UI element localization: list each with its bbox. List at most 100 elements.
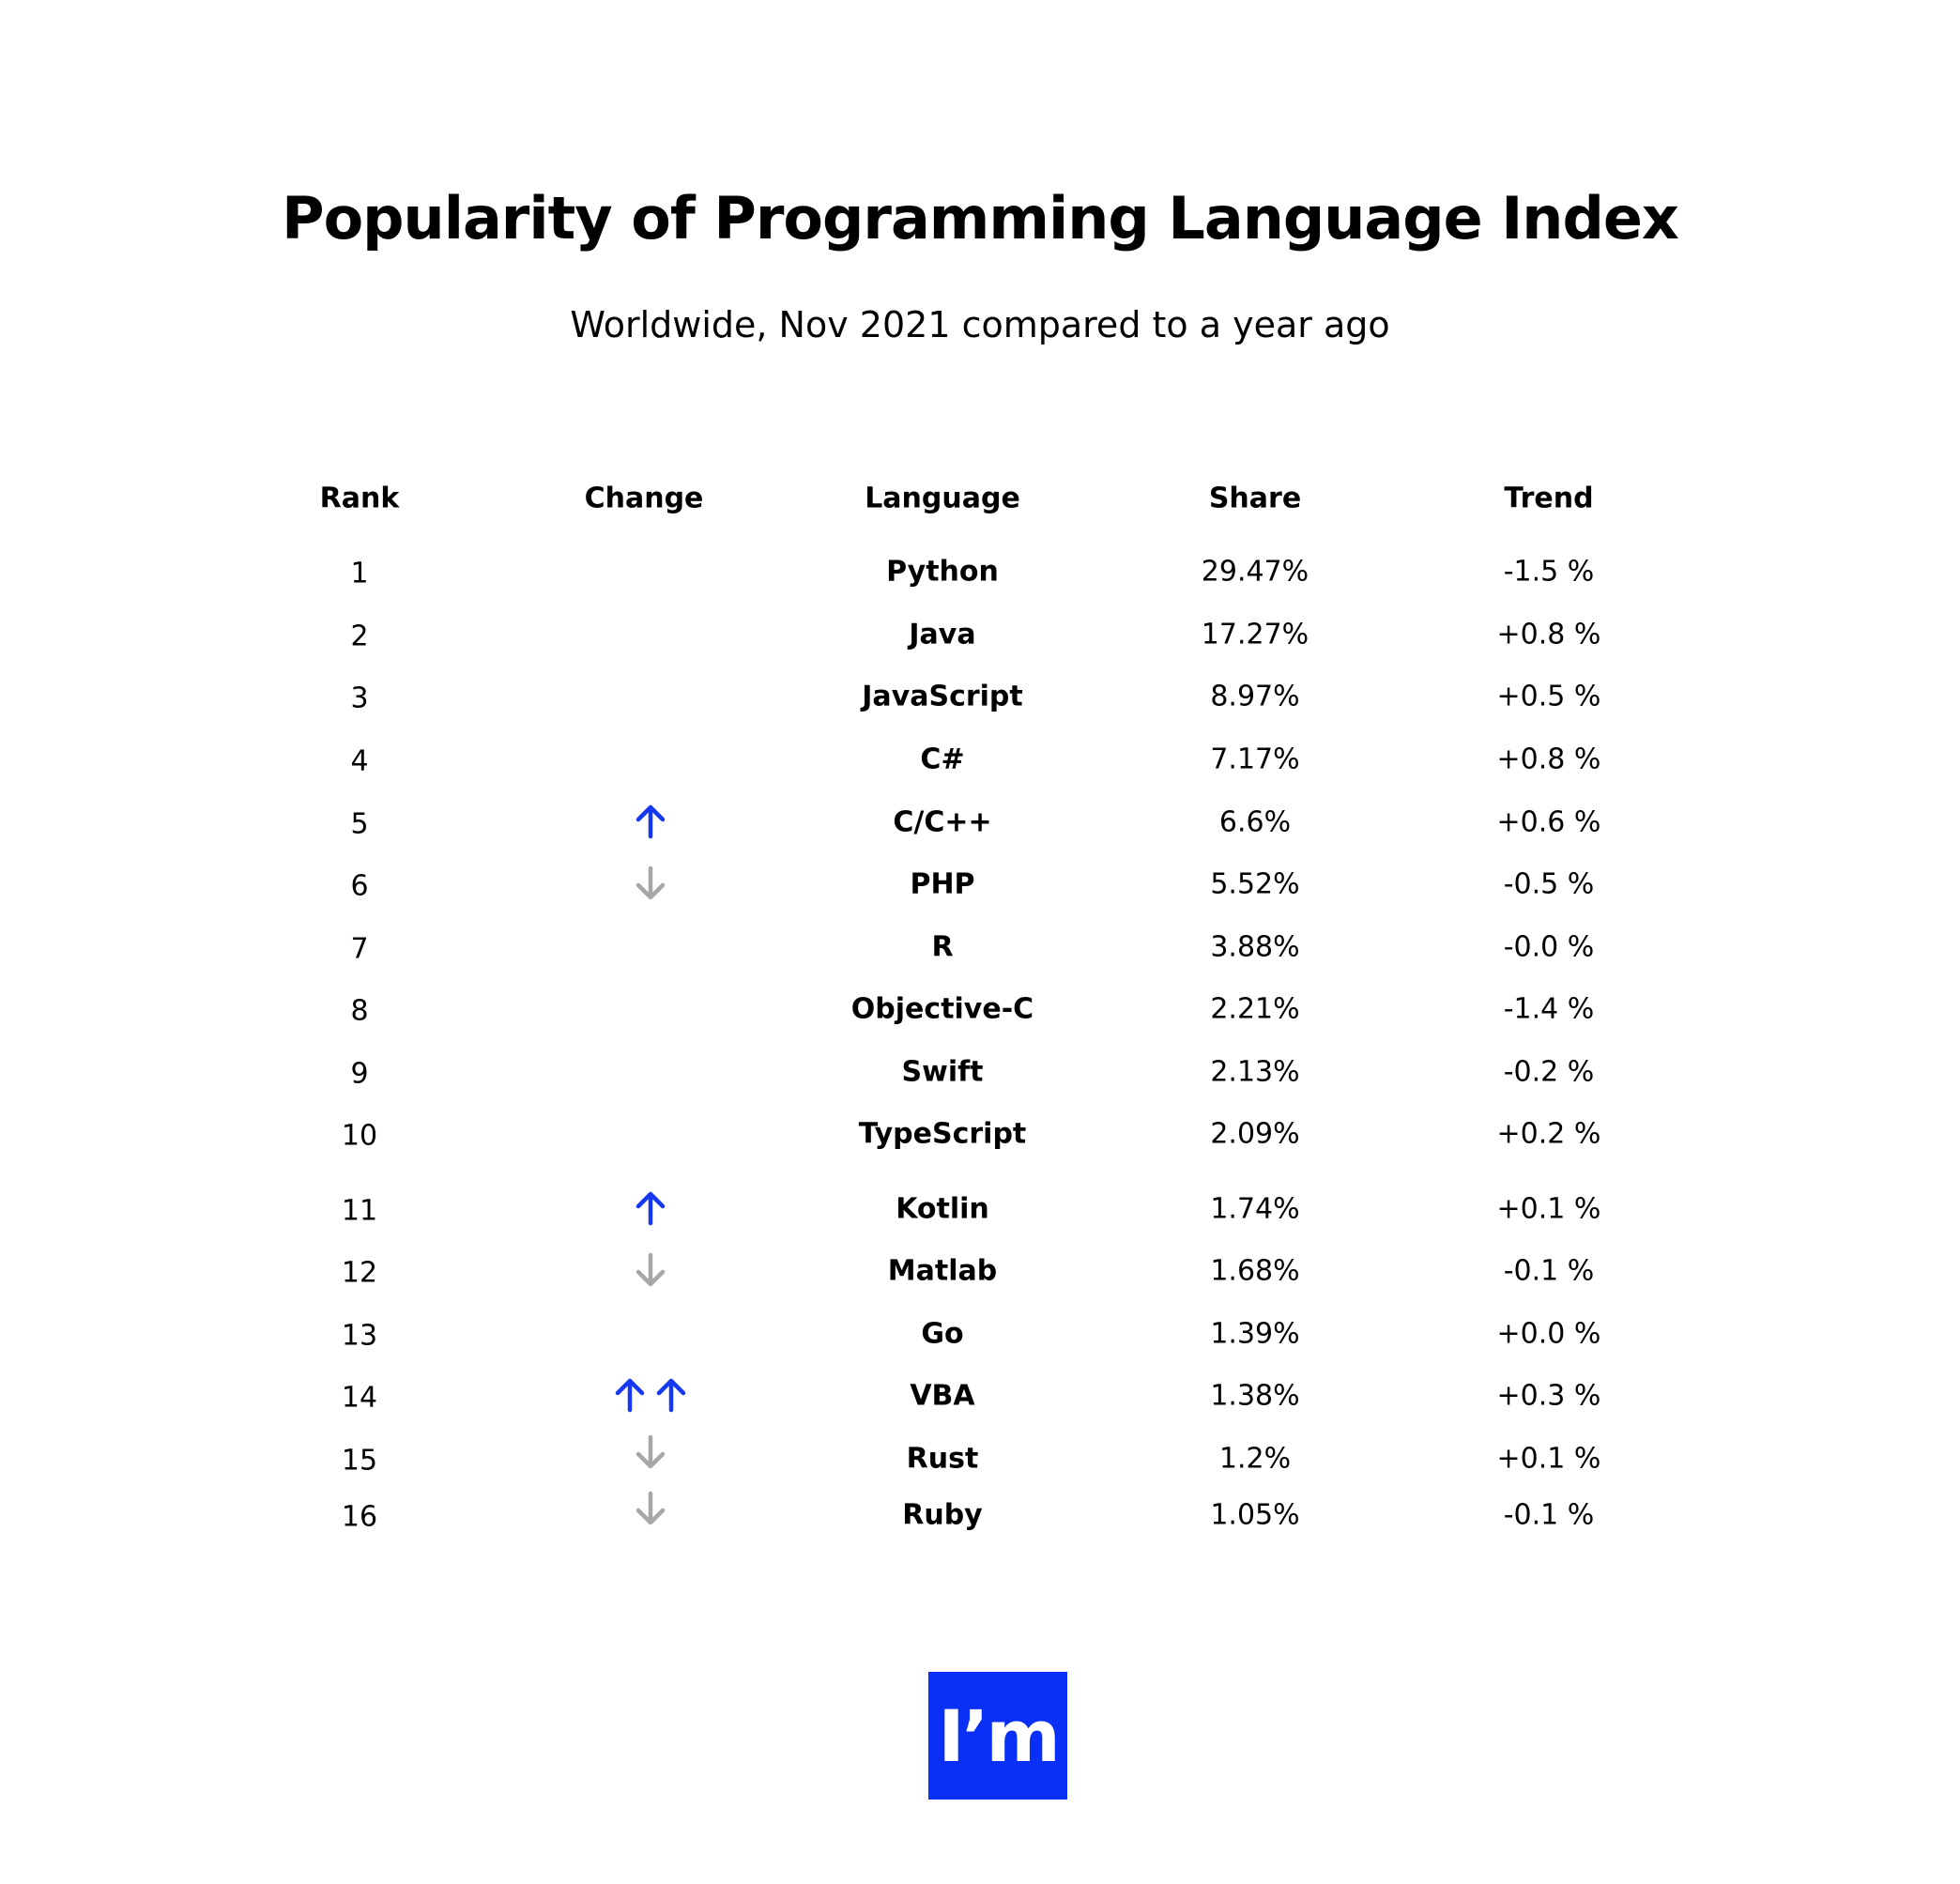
trend-cell: +0.0 % [1497, 1318, 1601, 1351]
arrow-up-icon [635, 804, 666, 839]
brand-logo-text: I’m [938, 1693, 1060, 1778]
table-row: 13 Go 1.39% +0.0 % [342, 1318, 1601, 1353]
arrow-down-icon [635, 1491, 666, 1525]
share-cell: 29.47% [1202, 556, 1309, 589]
trend-cell: -1.4 % [1504, 993, 1595, 1026]
rank-cell: 1 [350, 558, 368, 590]
rank-cell: 16 [342, 1501, 377, 1534]
rank-cell: 8 [350, 995, 368, 1028]
share-cell: 7.17% [1210, 743, 1299, 776]
table-row: 6 PHP 5.52% -0.5 % [350, 865, 1595, 903]
trend-cell: -0.1 % [1504, 1255, 1595, 1288]
brand-logo: I’m [928, 1672, 1067, 1800]
share-cell: 1.2% [1219, 1443, 1291, 1476]
table-row: 4 C# 7.17% +0.8 % [350, 743, 1600, 778]
table-row: 5 C/C++ 6.6% +0.6 % [350, 804, 1601, 841]
column-header-trend: Trend [1504, 482, 1593, 515]
trend-cell: -0.2 % [1504, 1056, 1595, 1089]
rank-cell: 11 [342, 1195, 377, 1228]
table-row: 14 VBA 1.38% +0.3 % [342, 1378, 1601, 1415]
arrow-down-icon [635, 1434, 666, 1469]
arrow-down-icon [635, 865, 666, 900]
rank-cell: 7 [350, 933, 368, 966]
trend-cell: +0.8 % [1497, 743, 1601, 776]
language-cell: Go [921, 1318, 963, 1351]
rank-cell: 13 [342, 1320, 377, 1353]
table-row: 3 JavaScript 8.97% +0.5 % [350, 681, 1600, 715]
column-header-change: Change [585, 482, 704, 515]
share-cell: 2.13% [1210, 1056, 1299, 1089]
table-row: 16 Ruby 1.05% -0.1 % [342, 1491, 1595, 1534]
rank-cell: 2 [350, 620, 368, 653]
language-cell: PHP [910, 868, 974, 901]
share-cell: 3.88% [1210, 931, 1299, 964]
trend-cell: +0.5 % [1497, 681, 1601, 713]
table-row: 7 R 3.88% -0.0 % [350, 931, 1594, 966]
language-cell: Kotlin [896, 1193, 989, 1226]
language-cell: Swift [902, 1056, 984, 1089]
table-row: 2 Java 17.27% +0.8 % [350, 619, 1600, 653]
trend-cell: +0.2 % [1497, 1118, 1601, 1151]
table-row: 10 TypeScript 2.09% +0.2 % [342, 1118, 1601, 1153]
rank-cell: 12 [342, 1257, 377, 1290]
rank-cell: 6 [350, 870, 368, 903]
language-cell: Objective-C [851, 993, 1034, 1026]
language-cell: TypeScript [859, 1118, 1027, 1151]
rank-cell: 3 [350, 682, 368, 715]
table-row: 1 Python 29.47% -1.5 % [350, 556, 1594, 590]
share-cell: 2.09% [1210, 1118, 1299, 1151]
arrow-up-icon [656, 1378, 686, 1413]
table-row: 15 Rust 1.2% +0.1 % [342, 1434, 1601, 1478]
share-cell: 17.27% [1202, 619, 1309, 651]
table-row: 9 Swift 2.13% -0.2 % [350, 1056, 1594, 1091]
language-cell: VBA [910, 1380, 975, 1413]
arrow-up-icon [635, 1191, 666, 1226]
table-body: 1 Python 29.47% -1.5 % 2 Java 17.27% +0.8 % 3 Jav… [342, 556, 1601, 1534]
share-cell: 8.97% [1210, 681, 1299, 713]
rank-cell: 10 [342, 1120, 377, 1153]
trend-cell: -0.1 % [1504, 1499, 1595, 1532]
share-cell: 5.52% [1210, 868, 1299, 901]
trend-cell: -0.5 % [1504, 868, 1595, 901]
rank-cell: 4 [350, 745, 368, 778]
chart-subtitle: Worldwide, Nov 2021 compared to a year a… [570, 304, 1390, 345]
language-cell: Matlab [888, 1255, 997, 1288]
table-row: 8 Objective-C 2.21% -1.4 % [350, 993, 1594, 1028]
share-cell: 6.6% [1219, 806, 1291, 839]
table-row: 12 Matlab 1.68% -0.1 % [342, 1252, 1595, 1290]
arrow-down-icon [635, 1252, 666, 1287]
share-cell: 1.74% [1210, 1193, 1299, 1226]
rank-cell: 5 [350, 808, 368, 841]
column-header-share: Share [1209, 482, 1301, 515]
share-cell: 1.68% [1210, 1255, 1299, 1288]
trend-cell: +0.6 % [1497, 806, 1601, 839]
arrow-up-icon [615, 1378, 645, 1413]
language-cell: C/C++ [893, 806, 991, 839]
column-header-rank: Rank [320, 482, 401, 515]
trend-cell: +0.1 % [1497, 1443, 1601, 1476]
share-cell: 2.21% [1210, 993, 1299, 1026]
table-header-row: Rank Change Language Share Trend [320, 482, 1594, 515]
chart-title: Popularity of Programming Language Index [282, 184, 1679, 253]
table-row: 11 Kotlin 1.74% +0.1 % [342, 1191, 1601, 1228]
share-cell: 1.05% [1210, 1499, 1299, 1532]
column-header-language: Language [865, 482, 1020, 515]
trend-cell: +0.3 % [1497, 1380, 1601, 1413]
trend-cell: -1.5 % [1504, 556, 1595, 589]
language-cell: Python [886, 556, 999, 589]
trend-cell: +0.1 % [1497, 1193, 1601, 1226]
rank-cell: 14 [342, 1382, 377, 1415]
share-cell: 1.38% [1210, 1380, 1299, 1413]
language-cell: C# [920, 743, 964, 776]
ranking-table: Rank Change Language Share Trend 1 Python 29.4… [320, 482, 1601, 1534]
language-cell: Java [907, 619, 975, 651]
trend-cell: +0.8 % [1497, 619, 1601, 651]
rank-cell: 9 [350, 1058, 368, 1091]
language-cell: R [931, 931, 953, 964]
language-cell: Ruby [902, 1499, 983, 1532]
language-cell: JavaScript [860, 681, 1023, 713]
share-cell: 1.39% [1210, 1318, 1299, 1351]
trend-cell: -0.0 % [1504, 931, 1595, 964]
rank-cell: 15 [342, 1445, 377, 1478]
language-cell: Rust [907, 1443, 979, 1476]
